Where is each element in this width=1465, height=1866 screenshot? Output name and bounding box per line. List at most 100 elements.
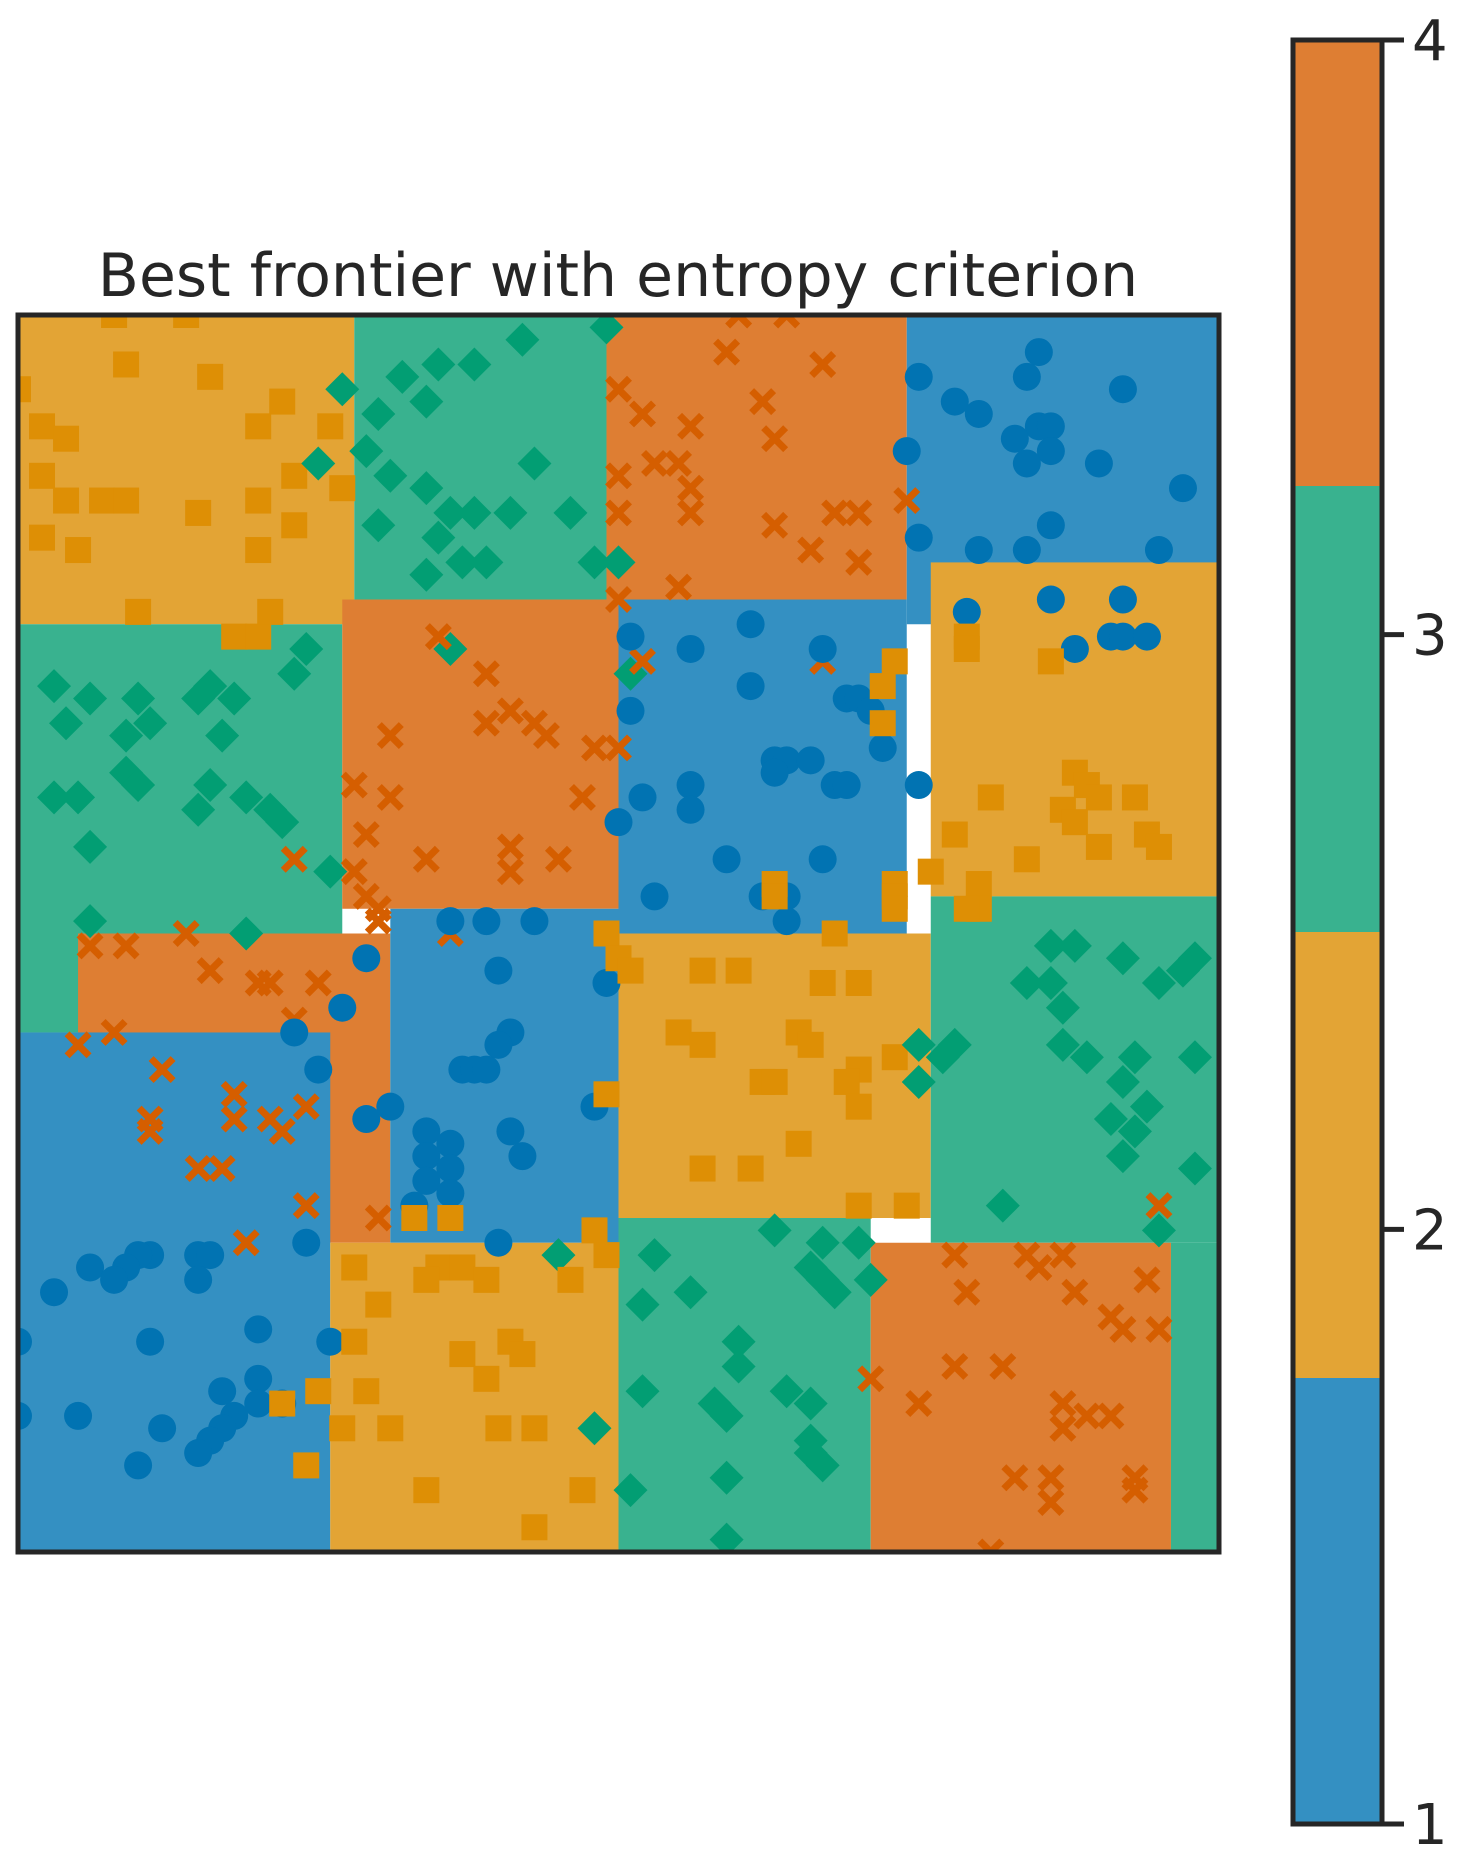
data-point-class-2 <box>449 1341 476 1368</box>
data-point-class-4 <box>376 722 404 750</box>
data-point-class-1 <box>436 1179 465 1208</box>
data-point-class-3 <box>1141 965 1176 1000</box>
data-point-class-2 <box>125 598 152 625</box>
data-point-class-1 <box>772 907 801 936</box>
data-point-class-3 <box>1117 1114 1152 1149</box>
data-point-class-1 <box>1012 536 1041 565</box>
data-point-class-4 <box>1121 1476 1149 1504</box>
data-point-class-2 <box>341 1254 368 1281</box>
data-point-class-1 <box>436 907 465 936</box>
data-point-class-4 <box>424 623 452 651</box>
data-point-class-2 <box>245 623 272 650</box>
data-point-class-1 <box>940 387 969 416</box>
data-point-class-1 <box>1108 622 1137 651</box>
data-point-class-2 <box>1121 784 1148 811</box>
data-point-class-3 <box>445 545 480 580</box>
data-point-class-2 <box>473 1365 500 1392</box>
data-point-class-1 <box>496 1117 525 1146</box>
data-point-class-2 <box>761 1068 788 1095</box>
data-point-class-1 <box>736 672 765 701</box>
colorbar-tick-label: 3 <box>1412 604 1448 669</box>
data-point-class-4 <box>941 1352 969 1380</box>
data-point-class-2 <box>473 1266 500 1293</box>
data-point-class-1 <box>184 1439 213 1468</box>
data-point-class-3 <box>265 805 300 840</box>
data-point-class-4 <box>1145 1315 1173 1343</box>
data-point-class-3 <box>901 1027 936 1062</box>
data-point-class-2 <box>881 895 908 922</box>
data-point-class-2 <box>245 487 272 514</box>
data-point-class-4 <box>76 932 104 960</box>
data-point-class-4 <box>677 474 705 502</box>
decision-region-class-4 <box>342 599 619 909</box>
data-point-class-2 <box>869 710 896 737</box>
data-point-class-3 <box>1009 965 1044 1000</box>
data-point-class-1 <box>472 1055 501 1084</box>
data-point-class-2 <box>893 1192 920 1219</box>
data-point-class-3 <box>409 557 444 592</box>
data-point-class-2 <box>113 487 140 514</box>
data-point-class-1 <box>124 1451 153 1480</box>
data-point-class-2 <box>617 957 644 984</box>
data-point-class-1 <box>676 771 705 800</box>
data-point-class-2 <box>689 1031 716 1058</box>
data-point-class-4 <box>496 858 524 886</box>
data-point-class-4 <box>112 932 140 960</box>
data-point-class-2 <box>281 462 308 489</box>
data-point-class-2 <box>557 1266 584 1293</box>
data-point-class-4 <box>605 734 632 762</box>
data-point-class-2 <box>521 1415 548 1442</box>
data-point-class-2 <box>377 1415 404 1442</box>
data-point-class-1 <box>964 536 993 565</box>
data-point-class-3 <box>37 780 72 815</box>
colorbar-band <box>1293 486 1382 932</box>
colorbar-ticks: 1 2 3 4 <box>1382 9 1448 1858</box>
data-point-class-3 <box>853 1262 888 1297</box>
data-point-class-1 <box>712 845 741 874</box>
data-point-class-4 <box>412 845 440 873</box>
data-point-class-4 <box>280 845 308 873</box>
data-point-class-3 <box>589 315 624 345</box>
data-point-class-3 <box>1069 1040 1104 1075</box>
data-point-class-1 <box>18 1401 32 1430</box>
data-point-class-3 <box>289 631 324 666</box>
data-point-class-2 <box>593 1242 620 1269</box>
colorbar-band <box>1293 1378 1382 1824</box>
data-point-class-3 <box>577 545 612 580</box>
data-point-class-4 <box>953 1278 981 1306</box>
data-point-class-1 <box>676 634 705 663</box>
data-point-class-4 <box>845 499 873 527</box>
data-point-class-4 <box>857 1365 885 1393</box>
data-point-class-2 <box>1145 833 1172 860</box>
data-point-class-4 <box>292 1093 320 1121</box>
data-point-class-2 <box>245 413 272 440</box>
data-point-class-2 <box>329 1415 356 1442</box>
data-point-class-3 <box>349 434 384 469</box>
data-point-class-1 <box>616 622 645 651</box>
data-point-class-3 <box>469 545 504 580</box>
data-point-class-3 <box>493 495 528 530</box>
data-point-class-4 <box>1037 1489 1065 1516</box>
data-point-class-3 <box>709 1398 744 1433</box>
data-point-class-4 <box>761 425 789 453</box>
data-point-class-4 <box>568 783 596 811</box>
data-point-class-3 <box>109 718 144 753</box>
data-point-class-4 <box>1025 1254 1053 1281</box>
data-point-class-3 <box>1033 928 1068 963</box>
data-points <box>18 315 1212 1552</box>
data-point-class-1 <box>244 1389 273 1418</box>
data-point-class-2 <box>257 598 284 625</box>
data-point-class-1 <box>484 956 513 985</box>
data-point-class-4 <box>725 315 753 329</box>
data-point-class-3 <box>793 1386 828 1421</box>
data-point-class-4 <box>220 1080 248 1108</box>
data-point-class-3 <box>673 1275 708 1310</box>
data-point-class-2 <box>953 635 980 662</box>
data-point-class-2 <box>413 1477 440 1504</box>
data-point-class-3 <box>709 1522 744 1552</box>
data-point-class-2 <box>101 315 128 328</box>
data-point-class-4 <box>821 499 849 527</box>
data-point-class-3 <box>373 458 408 493</box>
colorbar-frame <box>1290 37 1385 1827</box>
data-point-class-3 <box>577 1411 612 1446</box>
